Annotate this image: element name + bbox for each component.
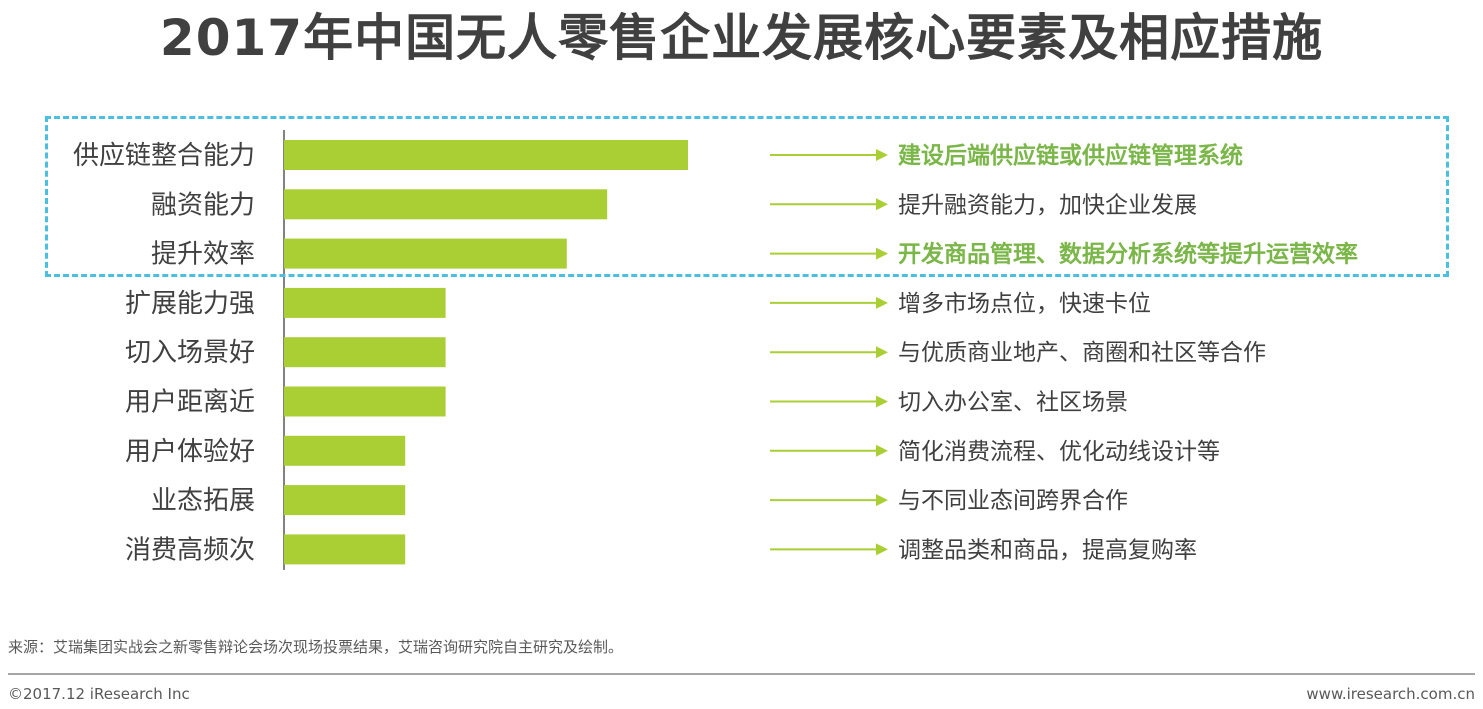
category-label: 业态拓展 — [151, 486, 255, 516]
bar — [284, 189, 608, 220]
bar — [284, 386, 446, 417]
arrow-head — [876, 346, 888, 359]
measure-label: 与优质商业地产、商圈和社区等合作 — [898, 340, 1266, 366]
copyright: ©2017.12 iResearch Inc — [8, 685, 190, 703]
bar — [284, 485, 406, 516]
measure-label: 提升融资能力，加快企业发展 — [898, 192, 1197, 218]
footer-divider — [8, 673, 1475, 675]
category-label: 切入场景好 — [125, 338, 255, 368]
category-label: 用户体验好 — [125, 437, 255, 467]
bar — [284, 534, 406, 565]
measure-label: 调整品类和商品，提高复购率 — [898, 537, 1197, 563]
measure-label: 开发商品管理、数据分析系统等提升运营效率 — [898, 241, 1358, 268]
category-label: 扩展能力强 — [125, 289, 255, 319]
category-label: 用户距离近 — [125, 388, 255, 418]
arrow-head — [876, 296, 888, 309]
measure-label: 与不同业态间跨界合作 — [898, 488, 1128, 514]
category-label: 消费高频次 — [125, 535, 255, 565]
source-note: 来源：艾瑞集团实战会之新零售辩论会场次现场投票结果，艾瑞咨询研究院自主研究及绘制… — [8, 638, 624, 656]
arrow-head — [876, 247, 888, 260]
arrow-head — [876, 149, 888, 161]
category-label: 供应链整合能力 — [73, 141, 255, 171]
website-link[interactable]: www.iresearch.com.cn — [1306, 685, 1475, 703]
measure-label: 增多市场点位，快速卡位 — [898, 291, 1151, 317]
category-label: 融资能力 — [151, 190, 255, 220]
arrow-head — [876, 395, 888, 408]
bar — [284, 140, 688, 170]
highlight-box — [45, 116, 1449, 277]
bar — [284, 337, 446, 368]
category-label: 提升效率 — [151, 240, 255, 270]
bar — [284, 238, 567, 269]
measure-label: 切入办公室、社区场景 — [898, 390, 1128, 416]
page-title: 2017年中国无人零售企业发展核心要素及相应措施 — [159, 9, 1324, 67]
measure-label: 简化消费流程、优化动线设计等 — [898, 439, 1220, 465]
arrow-head — [876, 198, 888, 211]
arrow-head — [876, 494, 888, 507]
measure-label: 建设后端供应链或供应链管理系统 — [898, 142, 1243, 169]
bar — [284, 287, 446, 318]
bar — [284, 435, 406, 466]
arrow-head — [876, 543, 888, 556]
arrow-head — [876, 444, 888, 457]
